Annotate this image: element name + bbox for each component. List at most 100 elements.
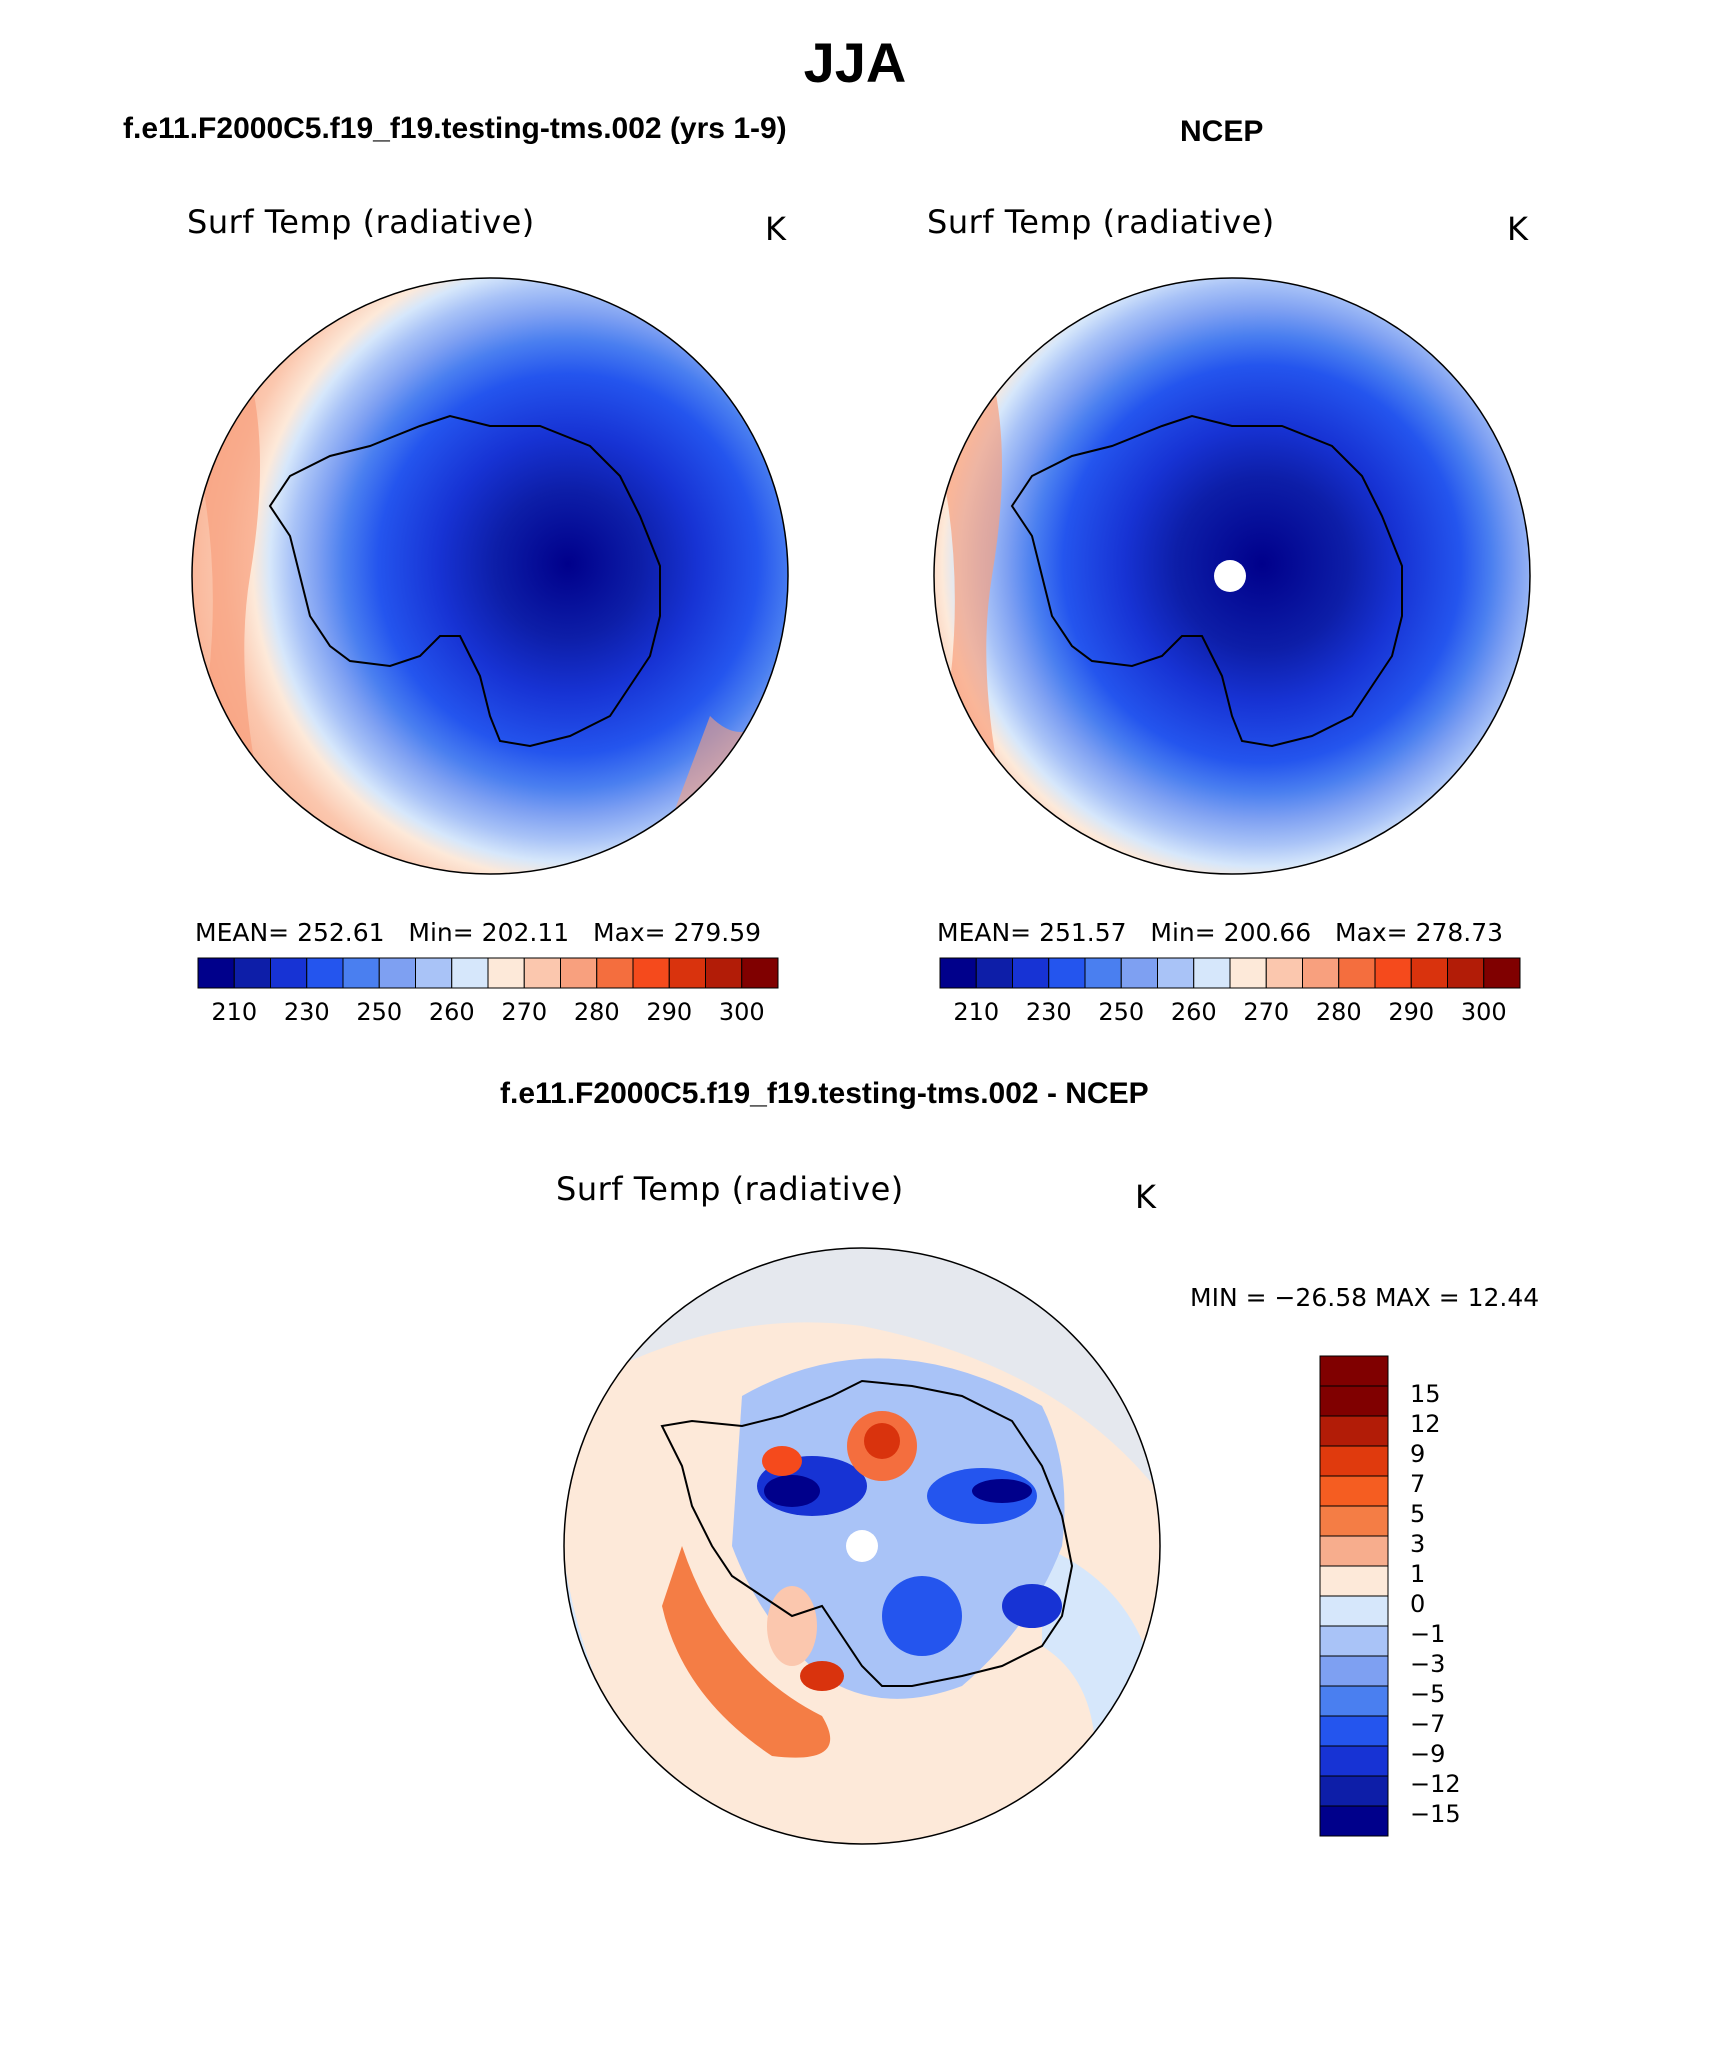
model-max-value: 279.59: [673, 918, 762, 947]
colorbar-tick-label: 290: [646, 998, 693, 1026]
obs-polar-map: [933, 277, 1531, 875]
model-mean-label: MEAN=: [195, 918, 290, 947]
obs-colorbar: [939, 957, 1521, 989]
colorbar-swatch: [632, 957, 670, 989]
colorbar-swatch: [1319, 1445, 1389, 1477]
antarctica-coastline: [1010, 414, 1403, 748]
colorbar-swatch: [1319, 1655, 1389, 1687]
colorbar-swatch: [523, 957, 561, 989]
pole-mask: [1214, 560, 1246, 592]
colorbar-tick-label: 300: [1460, 998, 1507, 1026]
obs-max-value: 278.73: [1415, 918, 1504, 947]
colorbar-tick-label: −7: [1410, 1710, 1446, 1738]
colorbar-tick-label: 9: [1410, 1440, 1426, 1468]
colorbar-swatch: [1319, 1385, 1389, 1417]
colorbar-tick-label: 7: [1410, 1470, 1426, 1498]
colorbar-swatch: [1447, 957, 1485, 989]
colorbar-tick-label: −3: [1410, 1650, 1446, 1678]
colorbar-tick-label: 15: [1410, 1380, 1441, 1408]
colorbar-swatch: [233, 957, 271, 989]
colorbar-swatch: [270, 957, 308, 989]
model-polar-map: [191, 277, 789, 875]
colorbar-tick-label: 290: [1388, 998, 1435, 1026]
colorbar-tick-label: −15: [1410, 1800, 1461, 1828]
model-units-label: K: [765, 210, 787, 248]
antarctica-coastline: [268, 414, 661, 748]
colorbar-swatch: [1012, 957, 1050, 989]
colorbar-tick-label: 210: [953, 998, 1000, 1026]
colorbar-swatch: [1319, 1775, 1389, 1807]
colorbar-tick-label: 0: [1410, 1590, 1426, 1618]
colorbar-tick-label: 5: [1410, 1500, 1426, 1528]
colorbar-swatch: [1319, 1505, 1389, 1537]
colorbar-tick-label: 230: [283, 998, 330, 1026]
colorbar-tick-label: 270: [1243, 998, 1290, 1026]
colorbar-swatch: [342, 957, 380, 989]
colorbar-swatch: [1319, 1355, 1389, 1387]
colorbar-swatch: [741, 957, 779, 989]
diff-colorbar: [1319, 1355, 1389, 1837]
colorbar-swatch: [975, 957, 1013, 989]
colorbar-tick-label: −12: [1410, 1770, 1461, 1798]
model-min-label: Min=: [408, 918, 474, 947]
model-variable-label: Surf Temp (radiative): [187, 203, 535, 241]
colorbar-swatch: [1338, 957, 1376, 989]
colorbar-swatch: [1319, 1625, 1389, 1657]
colorbar-tick-label: 260: [1170, 998, 1217, 1026]
colorbar-swatch: [1084, 957, 1122, 989]
colorbar-tick-label: 260: [428, 998, 475, 1026]
diff-panel-heading: f.e11.F2000C5.f19_f19.testing-tms.002 - …: [500, 1077, 1149, 1110]
colorbar-tick-label: −5: [1410, 1680, 1446, 1708]
model-panel-heading: f.e11.F2000C5.f19_f19.testing-tms.002 (y…: [123, 112, 787, 145]
model-mean-value: 252.61: [297, 918, 385, 947]
colorbar-swatch: [1229, 957, 1267, 989]
obs-units-label: K: [1507, 210, 1529, 248]
colorbar-tick-label: 3: [1410, 1530, 1426, 1558]
colorbar-swatch: [1193, 957, 1231, 989]
colorbar-swatch: [1120, 957, 1158, 989]
obs-max-label: Max=: [1335, 918, 1408, 947]
diff-units-label: K: [1135, 1178, 1157, 1216]
colorbar-swatch: [197, 957, 235, 989]
colorbar-swatch: [1319, 1475, 1389, 1507]
colorbar-swatch: [1319, 1805, 1389, 1837]
colorbar-swatch: [1319, 1565, 1389, 1597]
obs-panel-heading: NCEP: [1180, 115, 1264, 148]
obs-mean-label: MEAN=: [937, 918, 1032, 947]
colorbar-swatch: [1157, 957, 1195, 989]
colorbar-swatch: [1302, 957, 1340, 989]
colorbar-swatch: [1374, 957, 1412, 989]
colorbar-swatch: [306, 957, 344, 989]
colorbar-swatch: [1319, 1745, 1389, 1777]
colorbar-swatch: [1319, 1415, 1389, 1447]
colorbar-tick-label: 250: [356, 998, 403, 1026]
colorbar-swatch: [415, 957, 453, 989]
obs-min-value: 200.66: [1223, 918, 1312, 947]
obs-stats: MEAN= 251.57 Min= 200.66 Max= 278.73: [937, 918, 1503, 947]
colorbar-tick-label: 250: [1098, 998, 1145, 1026]
colorbar-tick-label: 280: [573, 998, 620, 1026]
colorbar-swatch: [451, 957, 489, 989]
colorbar-swatch: [1319, 1535, 1389, 1567]
model-colorbar: [197, 957, 779, 989]
diff-variable-label: Surf Temp (radiative): [556, 1170, 904, 1208]
model-min-value: 202.11: [481, 918, 570, 947]
obs-min-label: Min=: [1150, 918, 1216, 947]
obs-mean-value: 251.57: [1039, 918, 1127, 947]
diff-polar-map: [563, 1247, 1161, 1845]
colorbar-tick-label: −1: [1410, 1620, 1446, 1648]
model-stats: MEAN= 252.61 Min= 202.11 Max= 279.59: [195, 918, 761, 947]
colorbar-tick-label: 300: [718, 998, 765, 1026]
colorbar-swatch: [1483, 957, 1521, 989]
page-title: JJA: [803, 31, 907, 94]
colorbar-swatch: [668, 957, 706, 989]
colorbar-swatch: [1048, 957, 1086, 989]
colorbar-swatch: [1265, 957, 1303, 989]
colorbar-swatch: [1319, 1595, 1389, 1627]
colorbar-tick-label: 210: [211, 998, 258, 1026]
antarctica-coastline: [660, 1379, 1074, 1687]
colorbar-swatch: [487, 957, 525, 989]
colorbar-swatch: [1319, 1715, 1389, 1747]
colorbar-swatch: [705, 957, 743, 989]
colorbar-swatch: [560, 957, 598, 989]
